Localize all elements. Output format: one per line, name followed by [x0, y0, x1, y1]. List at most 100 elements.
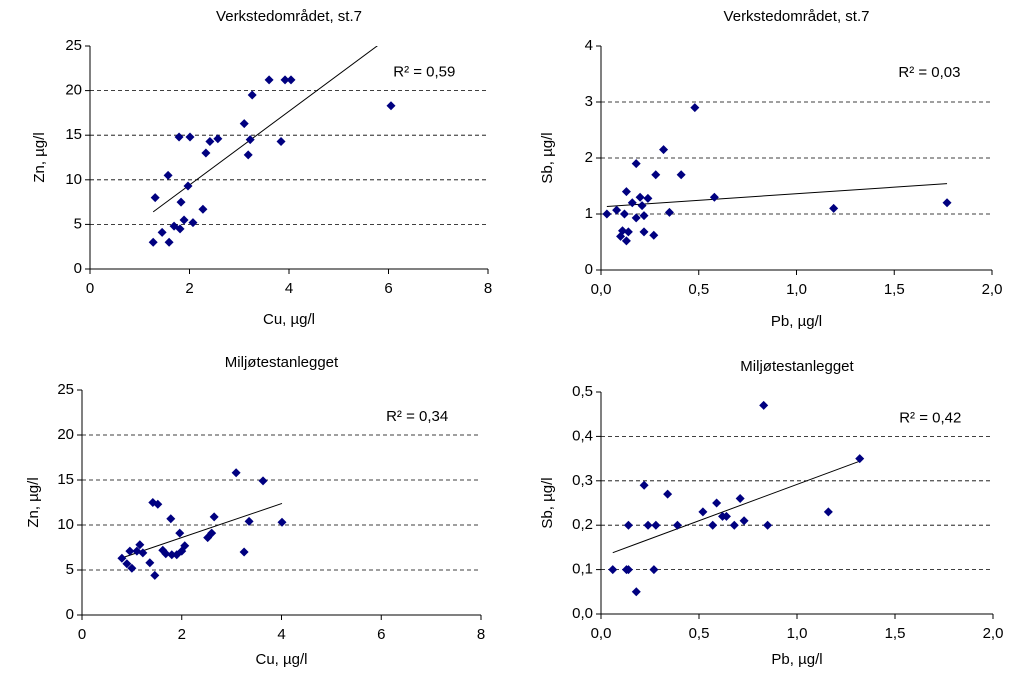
point — [855, 454, 865, 464]
y-tick-label: 3 — [585, 93, 593, 110]
point — [179, 215, 189, 225]
point — [150, 570, 160, 580]
x-tick-label: 0 — [86, 280, 94, 297]
scatter-panel: Miljøtestanlegget Pb, µg/l Sb, µg/l 0,0 0,1 0… — [539, 358, 1003, 668]
point — [639, 227, 649, 237]
point — [739, 516, 749, 526]
point — [201, 148, 211, 158]
point — [117, 553, 127, 563]
point — [244, 516, 254, 526]
y-tick-label: 0,1 — [572, 561, 593, 578]
point — [643, 193, 653, 203]
x-tick-label: 8 — [477, 626, 485, 643]
r-squared: R² = 0,03 — [898, 64, 960, 81]
y-axis-label: Sb, µg/l — [539, 477, 556, 528]
x-axis-label: Pb, µg/l — [771, 313, 822, 330]
chart-title: Miljøtestanlegget — [225, 354, 339, 371]
x-axis-label: Pb, µg/l — [771, 651, 822, 668]
point — [176, 197, 186, 207]
y-tick-label: 4 — [585, 37, 593, 54]
y-tick-label: 0,3 — [572, 472, 593, 489]
y-tick-label: 20 — [57, 426, 74, 443]
point — [163, 170, 173, 180]
point — [659, 145, 669, 155]
y-tick-label: 15 — [57, 471, 74, 488]
x-tick-label: 0,5 — [688, 281, 709, 298]
point — [627, 198, 637, 208]
point — [759, 400, 769, 410]
y-tick-label: 2 — [585, 149, 593, 166]
point — [635, 192, 645, 202]
point — [608, 565, 618, 575]
point — [709, 192, 719, 202]
x-tick-label: 8 — [484, 280, 492, 297]
point — [148, 237, 158, 247]
point — [676, 170, 686, 180]
point — [185, 132, 195, 142]
y-tick-label: 0 — [66, 606, 74, 623]
point — [286, 75, 296, 85]
point — [145, 558, 155, 568]
point — [698, 507, 708, 517]
x-tick-label: 0,0 — [591, 625, 612, 642]
chart-title: Miljøtestanlegget — [740, 358, 854, 375]
x-tick-label: 2,0 — [983, 625, 1004, 642]
x-tick-label: 0,5 — [689, 625, 710, 642]
chart-title: Verkstedområdet, st.7 — [216, 8, 362, 25]
point — [247, 90, 257, 100]
point — [631, 213, 641, 223]
y-tick-label: 0,0 — [572, 605, 593, 622]
point — [621, 236, 631, 246]
point — [664, 207, 674, 217]
point — [631, 159, 641, 169]
point — [175, 528, 185, 538]
x-tick-label: 4 — [277, 626, 285, 643]
point — [239, 547, 249, 557]
y-tick-label: 5 — [66, 561, 74, 578]
trendline — [152, 46, 378, 213]
x-tick-label: 1,0 — [786, 281, 807, 298]
y-tick-label: 0,2 — [572, 516, 593, 533]
point — [729, 520, 739, 530]
point — [276, 136, 286, 146]
point — [125, 546, 135, 556]
point — [649, 230, 659, 240]
point — [651, 520, 661, 530]
x-tick-label: 2 — [185, 280, 193, 297]
scatter-panel: Verkstedområdet, st.7 Pb, µg/l Sb, µg/l 0 1 2… — [539, 8, 1002, 330]
y-tick-label: 5 — [74, 215, 82, 232]
y-tick-label: 0,5 — [572, 383, 593, 400]
y-tick-label: 0 — [585, 261, 593, 278]
point — [619, 209, 629, 219]
point — [157, 227, 167, 237]
point — [164, 237, 174, 247]
point — [942, 198, 952, 208]
x-tick-label: 4 — [285, 280, 293, 297]
point — [631, 587, 641, 597]
point — [735, 494, 745, 504]
point — [180, 541, 190, 551]
point — [213, 134, 223, 144]
x-tick-label: 6 — [384, 280, 392, 297]
point — [618, 226, 628, 236]
point — [135, 540, 145, 550]
point — [127, 563, 137, 573]
r-squared: R² = 0,42 — [899, 410, 961, 427]
point — [166, 514, 176, 524]
point — [264, 75, 274, 85]
r-squared: R² = 0,59 — [393, 64, 455, 81]
trendline — [606, 183, 948, 207]
y-tick-label: 20 — [65, 82, 82, 99]
point — [205, 136, 215, 146]
point — [623, 520, 633, 530]
x-tick-label: 0,0 — [591, 281, 612, 298]
point — [602, 209, 612, 219]
scatter-panel: Miljøtestanlegget Cu, µg/l Zn, µg/l 0 5 10 15 2… — [25, 354, 485, 668]
point — [150, 193, 160, 203]
point — [280, 75, 290, 85]
point — [612, 205, 622, 215]
y-tick-label: 25 — [65, 37, 82, 54]
x-tick-label: 2 — [178, 626, 186, 643]
point — [245, 135, 255, 145]
point — [167, 550, 177, 560]
